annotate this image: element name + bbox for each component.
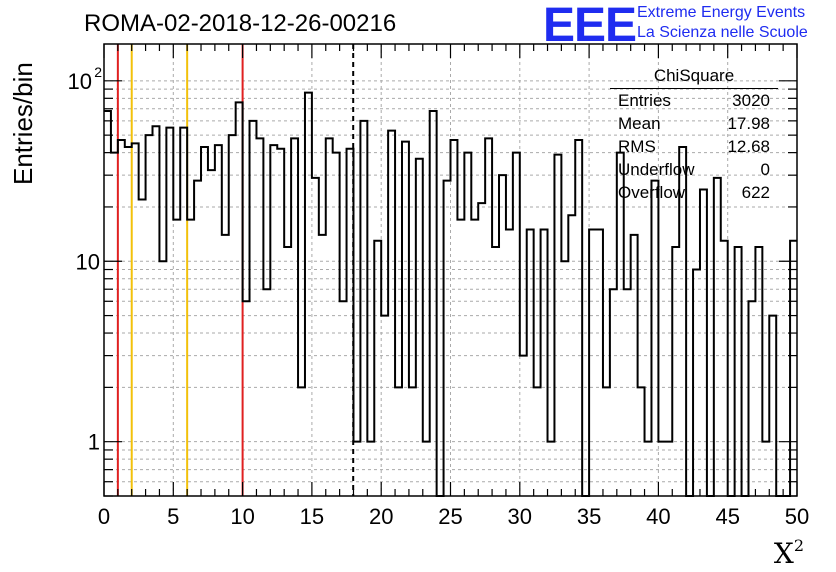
stats-value: 0 bbox=[760, 160, 770, 179]
y-tick-label-superscript: 2 bbox=[94, 64, 102, 80]
stats-key: Entries bbox=[618, 91, 671, 110]
logo-line-1: Extreme Energy Events bbox=[637, 4, 806, 21]
stats-box: ChiSquare Entries 3020 Mean 17.98 RMS 12.68… bbox=[610, 66, 778, 204]
run-title: ROMA-02-2018-12-26-00216 bbox=[84, 10, 397, 37]
stats-row-mean: Mean 17.98 bbox=[610, 112, 778, 135]
axis-ticks bbox=[103, 44, 798, 497]
grid-lines bbox=[103, 44, 798, 496]
y-tick-label: 10 bbox=[68, 69, 92, 94]
logo-letters: EEE bbox=[543, 0, 637, 52]
y-axis-label: Entries/bin bbox=[8, 62, 38, 185]
eee-logo: EEE Extreme Energy Events La Scienza nel… bbox=[543, 0, 833, 52]
stats-title: ChiSquare bbox=[610, 66, 778, 89]
histogram-step-line bbox=[104, 91, 797, 497]
x-tick-label: 45 bbox=[715, 504, 739, 529]
x-tick-label: 40 bbox=[646, 504, 670, 529]
stats-row-overflow: Overflow 622 bbox=[610, 181, 778, 204]
x-tick-label: 25 bbox=[438, 504, 462, 529]
x-tick-label: 20 bbox=[369, 504, 393, 529]
x-tick-label: 15 bbox=[300, 504, 324, 529]
stats-row-rms: RMS 12.68 bbox=[610, 135, 778, 158]
logo-line-2: La Scienza nelle Scuole bbox=[637, 24, 808, 41]
x-tick-label: 30 bbox=[508, 504, 532, 529]
x-tick-label: 10 bbox=[230, 504, 254, 529]
x-axis-label-base: X bbox=[773, 537, 794, 570]
x-axis-label-superscript: 2 bbox=[793, 536, 804, 555]
stats-value: 622 bbox=[741, 183, 770, 202]
stats-row-entries: Entries 3020 bbox=[610, 89, 778, 112]
x-tick-label: 50 bbox=[785, 504, 809, 529]
stats-row-underflow: Underflow 0 bbox=[610, 158, 778, 181]
stats-key: Overflow bbox=[618, 183, 686, 202]
stats-key: Mean bbox=[618, 114, 661, 133]
stats-value: 17.98 bbox=[727, 114, 770, 133]
stats-value: 3020 bbox=[732, 91, 770, 110]
stats-key: RMS bbox=[618, 137, 656, 156]
stats-key: Underflow bbox=[618, 160, 695, 179]
stats-value: 12.68 bbox=[727, 137, 770, 156]
y-tick-label: 1 bbox=[88, 430, 100, 455]
y-tick-label: 10 bbox=[76, 249, 100, 274]
x-tick-label: 5 bbox=[167, 504, 179, 529]
x-tick-label: 0 bbox=[98, 504, 110, 529]
x-axis-label: X2 bbox=[774, 536, 804, 570]
x-tick-label: 35 bbox=[577, 504, 601, 529]
